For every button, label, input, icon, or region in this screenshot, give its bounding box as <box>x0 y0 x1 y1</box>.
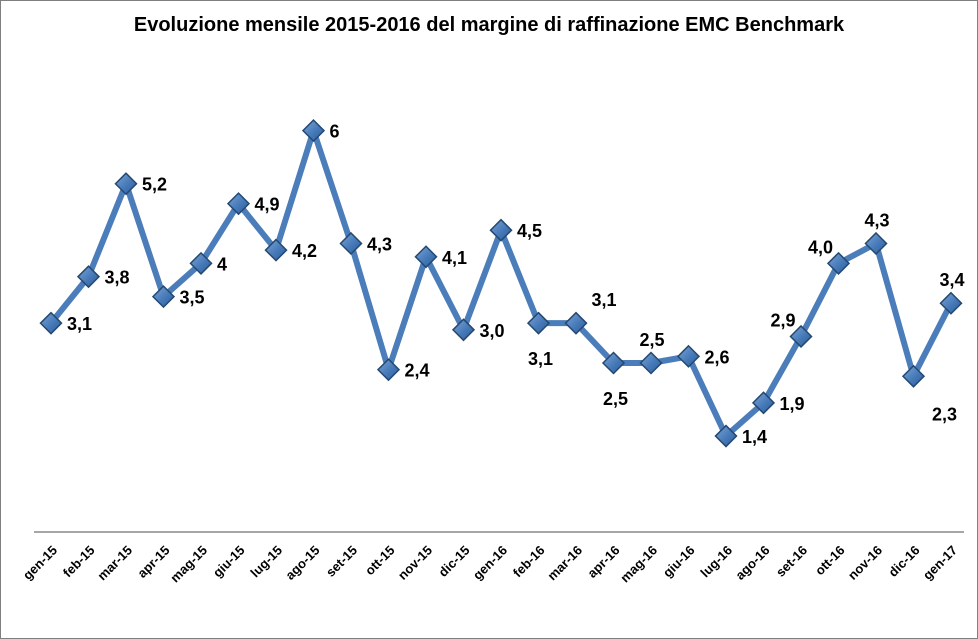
data-label: 4,1 <box>442 248 467 268</box>
data-label: 3,1 <box>591 290 616 310</box>
series-line <box>48 127 954 440</box>
data-point-marker <box>339 231 363 256</box>
data-point-marker <box>451 318 476 342</box>
data-point-marker <box>751 391 776 415</box>
data-label: 2,5 <box>639 330 664 350</box>
x-tick-label: giu-16 <box>660 543 698 581</box>
x-tick-label: dic-16 <box>885 543 922 580</box>
data-point-marker <box>264 238 288 262</box>
data-label: 4,2 <box>292 241 317 261</box>
data-label: 3,1 <box>67 314 92 334</box>
x-tick-label: nov-15 <box>395 543 435 583</box>
x-tick-label: mar-16 <box>544 543 585 584</box>
data-label: 4,0 <box>808 237 833 257</box>
x-tick-label: set-16 <box>773 543 810 580</box>
data-point-marker <box>114 172 138 196</box>
x-tick-label: ago-15 <box>282 543 322 583</box>
data-point-marker <box>864 231 888 256</box>
data-label: 3,4 <box>939 270 964 290</box>
data-point-marker <box>376 358 401 382</box>
data-point-marker <box>39 311 63 335</box>
data-label: 1,9 <box>780 394 805 414</box>
data-point-marker <box>826 251 851 275</box>
data-label: 2,4 <box>405 361 430 381</box>
x-tick-label: lug-15 <box>247 543 285 581</box>
data-point-marker <box>301 119 326 143</box>
data-label: 1,4 <box>742 427 767 447</box>
data-point-marker <box>901 364 926 388</box>
x-tick-label: gen-17 <box>920 543 960 583</box>
x-tick-label: ago-16 <box>732 543 772 583</box>
data-point-marker <box>714 424 738 448</box>
data-point-marker <box>676 344 701 368</box>
data-label: 3,8 <box>105 268 130 288</box>
data-label: 4,5 <box>517 221 542 241</box>
data-point-marker <box>414 245 438 269</box>
data-label: 4,9 <box>255 195 280 215</box>
chart-title: Evoluzione mensile 2015-2016 del margine… <box>133 14 845 36</box>
x-tick-label: gen-15 <box>20 543 60 583</box>
data-label: 4,3 <box>864 210 889 230</box>
data-point-marker <box>489 218 513 242</box>
x-tick-label: ott-15 <box>362 543 398 579</box>
data-label: 2,5 <box>603 389 628 409</box>
data-point-marker <box>601 351 626 375</box>
data-point-marker <box>939 291 963 315</box>
data-point-marker <box>639 351 663 375</box>
data-point-marker <box>76 265 101 289</box>
x-tick-label: nov-16 <box>845 543 885 583</box>
data-label: 4 <box>217 254 227 274</box>
x-tick-label: set-15 <box>323 543 360 580</box>
data-point-marker <box>189 251 213 275</box>
data-point-marker <box>526 311 551 335</box>
data-label: 5,2 <box>142 175 167 195</box>
data-point-marker <box>564 311 588 335</box>
data-label: 3,0 <box>480 321 505 341</box>
data-label: 2,9 <box>770 310 795 330</box>
x-tick-label: gen-16 <box>470 543 510 583</box>
data-point-marker <box>226 192 251 216</box>
x-tick-label: feb-16 <box>510 543 548 581</box>
data-label: 6 <box>330 122 340 142</box>
data-point-marker <box>789 324 813 349</box>
x-tick-label: feb-15 <box>60 543 98 581</box>
x-tick-label: mag-16 <box>617 543 660 586</box>
data-label: 4,3 <box>367 234 392 254</box>
data-label: 3,5 <box>180 288 205 308</box>
x-tick-label: lug-16 <box>697 543 735 581</box>
data-label: 2,3 <box>932 404 957 424</box>
data-point-marker <box>151 285 176 309</box>
x-tick-label: ott-16 <box>812 543 848 579</box>
data-label: 3,1 <box>528 349 553 369</box>
x-tick-label: mag-15 <box>167 543 210 586</box>
x-tick-label: mar-15 <box>94 543 135 584</box>
data-label: 2,6 <box>705 347 730 367</box>
x-tick-label: giu-15 <box>210 543 248 581</box>
x-tick-label: dic-15 <box>435 543 472 580</box>
